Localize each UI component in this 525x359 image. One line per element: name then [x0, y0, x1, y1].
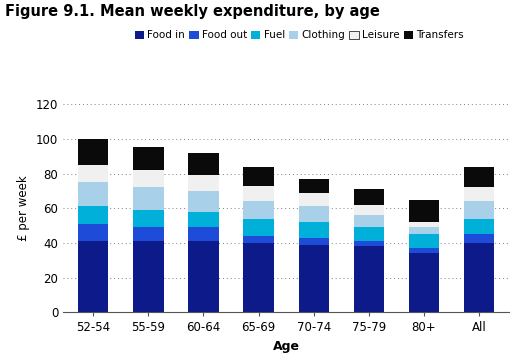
Bar: [78, 241, 109, 312]
Bar: [188, 191, 218, 212]
Bar: [78, 139, 109, 165]
Bar: [299, 179, 329, 193]
Y-axis label: £ per week: £ per week: [17, 175, 30, 241]
Bar: [354, 241, 384, 246]
Bar: [188, 212, 218, 227]
Bar: [188, 241, 218, 312]
X-axis label: Age: Age: [272, 340, 300, 353]
Bar: [299, 245, 329, 312]
Bar: [78, 224, 109, 241]
Bar: [408, 200, 439, 222]
Bar: [244, 201, 274, 219]
Bar: [188, 153, 218, 175]
Bar: [188, 175, 218, 191]
Bar: [78, 182, 109, 206]
Bar: [133, 241, 164, 312]
Bar: [408, 234, 439, 248]
Bar: [78, 165, 109, 182]
Bar: [354, 205, 384, 215]
Bar: [133, 227, 164, 241]
Bar: [244, 186, 274, 201]
Bar: [244, 219, 274, 236]
Legend: Food in, Food out, Fuel, Clothing, Leisure, Transfers: Food in, Food out, Fuel, Clothing, Leisu…: [135, 31, 464, 40]
Bar: [299, 193, 329, 206]
Bar: [354, 246, 384, 312]
Bar: [188, 227, 218, 241]
Bar: [299, 222, 329, 238]
Bar: [244, 236, 274, 243]
Bar: [244, 243, 274, 312]
Bar: [133, 210, 164, 227]
Bar: [354, 189, 384, 205]
Bar: [299, 206, 329, 222]
Bar: [464, 243, 494, 312]
Bar: [464, 219, 494, 234]
Bar: [464, 201, 494, 219]
Bar: [464, 167, 494, 187]
Bar: [464, 187, 494, 201]
Bar: [408, 227, 439, 234]
Bar: [78, 206, 109, 224]
Text: Figure 9.1. Mean weekly expenditure, by age: Figure 9.1. Mean weekly expenditure, by …: [5, 4, 380, 19]
Bar: [133, 170, 164, 187]
Bar: [244, 167, 274, 186]
Bar: [133, 187, 164, 210]
Bar: [133, 148, 164, 170]
Bar: [299, 238, 329, 245]
Bar: [408, 248, 439, 253]
Bar: [354, 227, 384, 241]
Bar: [408, 222, 439, 227]
Bar: [354, 215, 384, 227]
Bar: [408, 253, 439, 312]
Bar: [464, 234, 494, 243]
